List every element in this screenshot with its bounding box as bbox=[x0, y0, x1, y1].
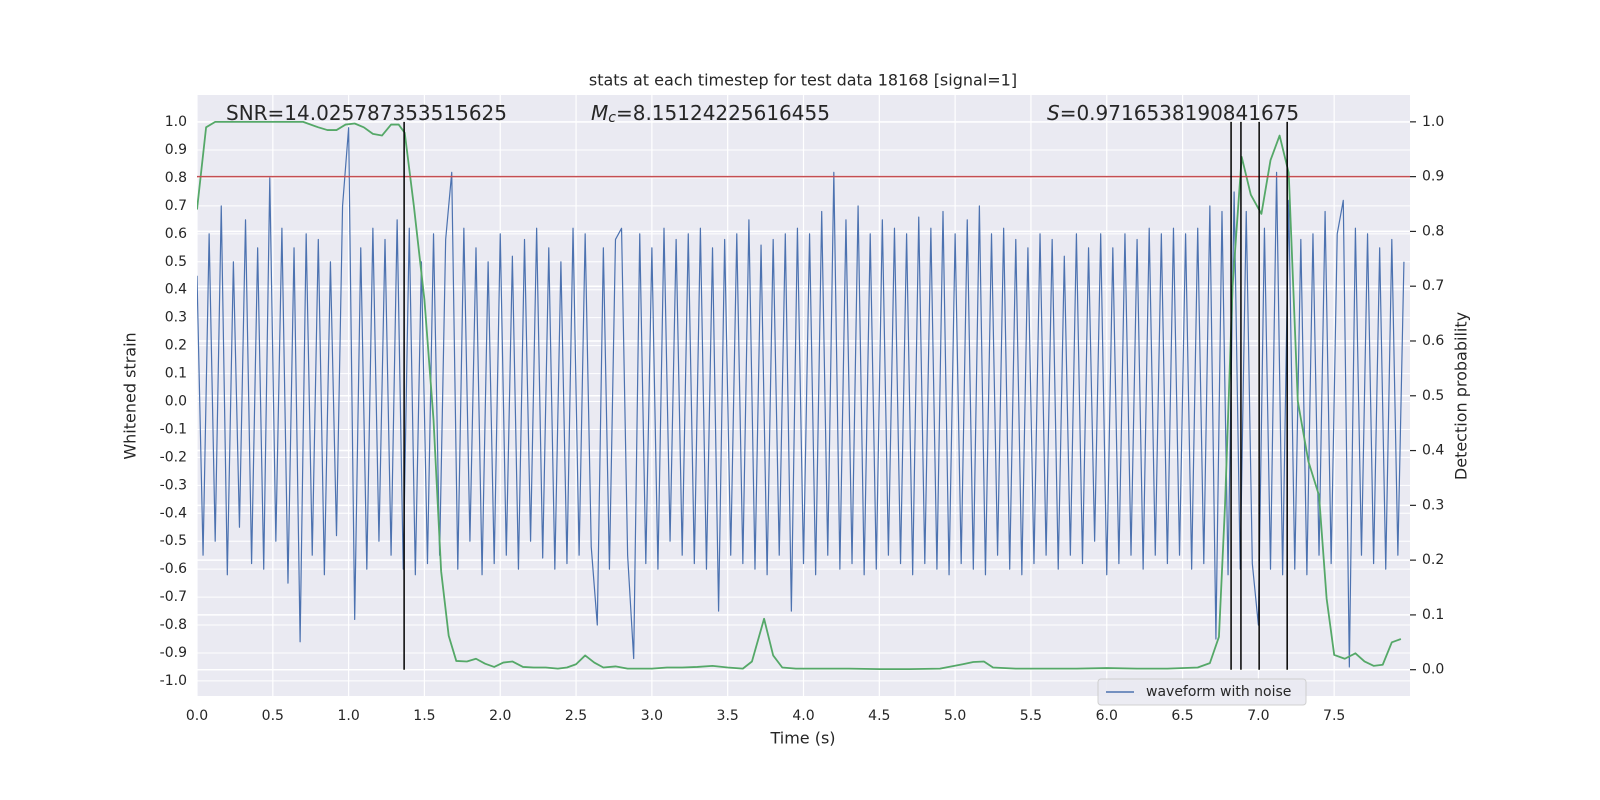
y-tick-label: -0.4 bbox=[160, 505, 187, 521]
y-axis-label: Whitened strain bbox=[121, 332, 140, 459]
x-tick-label: 6.5 bbox=[1171, 708, 1193, 724]
x-tick-label: 2.5 bbox=[565, 708, 587, 724]
y-tick-label: 1.0 bbox=[165, 114, 187, 130]
x-tick-label: 4.5 bbox=[868, 708, 890, 724]
y2-tick-label: 0.8 bbox=[1422, 223, 1444, 239]
y-tick-label: -0.5 bbox=[160, 533, 187, 549]
x-tick-label: 0.0 bbox=[186, 708, 208, 724]
chart-title: stats at each timestep for test data 181… bbox=[589, 71, 1017, 90]
y2-tick-label: 1.0 bbox=[1422, 114, 1444, 130]
annotation: Mc=8.15124225616455 bbox=[591, 101, 830, 127]
y-tick-label: -1.0 bbox=[160, 673, 187, 689]
y-tick-label: -0.2 bbox=[160, 449, 187, 465]
x-tick-label: 2.0 bbox=[489, 708, 511, 724]
y2-axis-label: Detection probability bbox=[1452, 312, 1471, 480]
x-tick-label: 1.0 bbox=[337, 708, 359, 724]
y-tick-label: 0.8 bbox=[165, 170, 187, 186]
y2-tick-label: 0.7 bbox=[1422, 278, 1444, 294]
y2-tick-label: 0.1 bbox=[1422, 607, 1444, 623]
y2-tick-label: 0.2 bbox=[1422, 552, 1444, 568]
y-tick-label: -0.7 bbox=[160, 589, 187, 605]
annotation: S=0.9716538190841675 bbox=[1047, 101, 1299, 125]
annotation-symbol: M bbox=[591, 101, 608, 125]
x-tick-label: 3.0 bbox=[641, 708, 663, 724]
y-tick-label: -0.1 bbox=[160, 421, 187, 437]
x-tick-label: 7.5 bbox=[1323, 708, 1345, 724]
x-tick-label: 3.5 bbox=[717, 708, 739, 724]
x-tick-label: 6.0 bbox=[1096, 708, 1118, 724]
y-tick-label: 0.7 bbox=[165, 198, 187, 214]
annotation-text: =0.9716538190841675 bbox=[1060, 101, 1299, 125]
legend-label: waveform with noise bbox=[1146, 684, 1291, 700]
x-tick-label: 0.5 bbox=[262, 708, 284, 724]
x-tick-label: 1.5 bbox=[413, 708, 435, 724]
annotation: SNR=14.025787353515625 bbox=[226, 101, 507, 125]
y2-tick-label: 0.6 bbox=[1422, 333, 1444, 349]
legend: waveform with noise bbox=[1097, 678, 1307, 706]
x-tick-label: 4.0 bbox=[792, 708, 814, 724]
y-tick-label: 0.5 bbox=[165, 254, 187, 270]
y-tick-label: 0.9 bbox=[165, 142, 187, 158]
y-tick-label: -0.3 bbox=[160, 477, 187, 493]
series-line bbox=[197, 120, 1402, 671]
annotation-symbol: S bbox=[1047, 101, 1060, 125]
axes: -1.0 -0.9 -0.8 -0.7 -0.6 -0.5 -0.4 -0.3 -0.2 -0.1… bbox=[160, 114, 1445, 724]
series-line bbox=[197, 127, 1405, 668]
y2-tick-label: 0.5 bbox=[1422, 388, 1444, 404]
grid bbox=[196, 95, 1410, 696]
y2-tick-label: 0.3 bbox=[1422, 497, 1444, 513]
legend-box bbox=[1097, 678, 1307, 706]
marks bbox=[197, 120, 1410, 671]
x-tick-label: 5.5 bbox=[1020, 708, 1042, 724]
x-tick-label: 7.0 bbox=[1247, 708, 1269, 724]
annotation-text: =8.15124225616455 bbox=[616, 101, 830, 125]
x-tick-label: 5.0 bbox=[944, 708, 966, 724]
y-tick-label: 0.2 bbox=[165, 338, 187, 354]
annotation-subscript: c bbox=[608, 110, 616, 126]
y-tick-label: 0.0 bbox=[165, 394, 187, 410]
y2-tick-label: 0.9 bbox=[1422, 169, 1444, 185]
y2-tick-label: 0.0 bbox=[1422, 662, 1444, 678]
annotation-text: SNR=14.025787353515625 bbox=[226, 101, 507, 125]
y-tick-label: 0.6 bbox=[165, 226, 187, 242]
y2-tick-label: 0.4 bbox=[1422, 443, 1444, 459]
y-tick-label: -0.6 bbox=[160, 561, 187, 577]
y-tick-label: -0.9 bbox=[160, 645, 187, 661]
y-tick-label: -0.8 bbox=[160, 617, 187, 633]
x-axis-label: Time (s) bbox=[769, 729, 835, 748]
y-tick-label: 0.1 bbox=[165, 366, 187, 382]
y-tick-label: 0.4 bbox=[165, 282, 187, 298]
y-tick-label: 0.3 bbox=[165, 310, 187, 326]
